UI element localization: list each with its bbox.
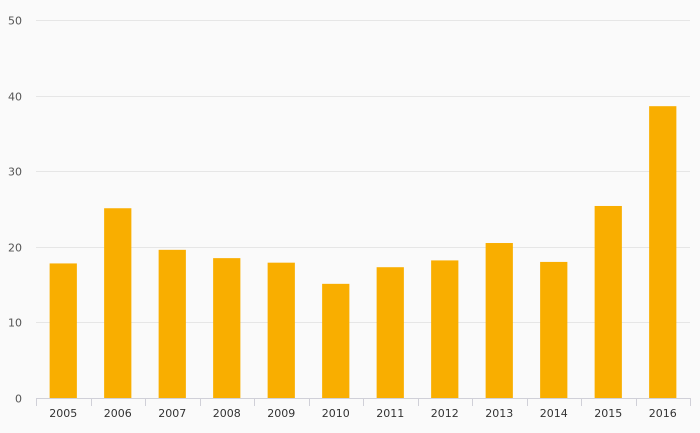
bar-2005	[49, 263, 77, 398]
y-tick-label: 30	[8, 166, 22, 179]
bar-2010	[322, 283, 350, 398]
x-axis	[36, 398, 691, 406]
y-axis-labels: 0 10 20 30 40 50	[8, 15, 22, 406]
x-tick-label: 2013	[485, 407, 513, 420]
bar-2015	[594, 205, 622, 398]
x-tick-label: 2014	[540, 407, 568, 420]
x-tick-label: 2007	[158, 407, 186, 420]
bar-2011	[376, 267, 404, 398]
bar-2007	[158, 249, 186, 398]
y-tick-label: 50	[8, 15, 22, 28]
x-tick-label: 2009	[267, 407, 295, 420]
y-tick-label: 0	[15, 393, 22, 406]
x-tick-label: 2008	[213, 407, 241, 420]
bar-2009	[267, 262, 295, 398]
y-tick-label: 20	[8, 242, 22, 255]
x-tick-label: 2011	[376, 407, 404, 420]
bar-2008	[213, 258, 241, 398]
x-tick-label: 2006	[104, 407, 132, 420]
x-tick-label: 2015	[594, 407, 622, 420]
y-tick-label: 40	[8, 91, 22, 104]
bar-2016	[649, 106, 677, 399]
grid	[36, 20, 690, 323]
y-tick-label: 10	[8, 317, 22, 330]
bar-2013	[485, 243, 513, 398]
x-tick-label: 2016	[649, 407, 677, 420]
bar-2012	[431, 260, 459, 398]
x-tick-label: 2010	[322, 407, 350, 420]
x-tick-label: 2005	[49, 407, 77, 420]
bars	[49, 106, 677, 399]
x-tick-label: 2012	[431, 407, 459, 420]
bar-2006	[104, 208, 132, 398]
x-axis-labels: 2005 2006 2007 2008 2009 2010 2011 2012 2013 2014…	[49, 407, 677, 420]
bar-2014	[540, 261, 568, 398]
